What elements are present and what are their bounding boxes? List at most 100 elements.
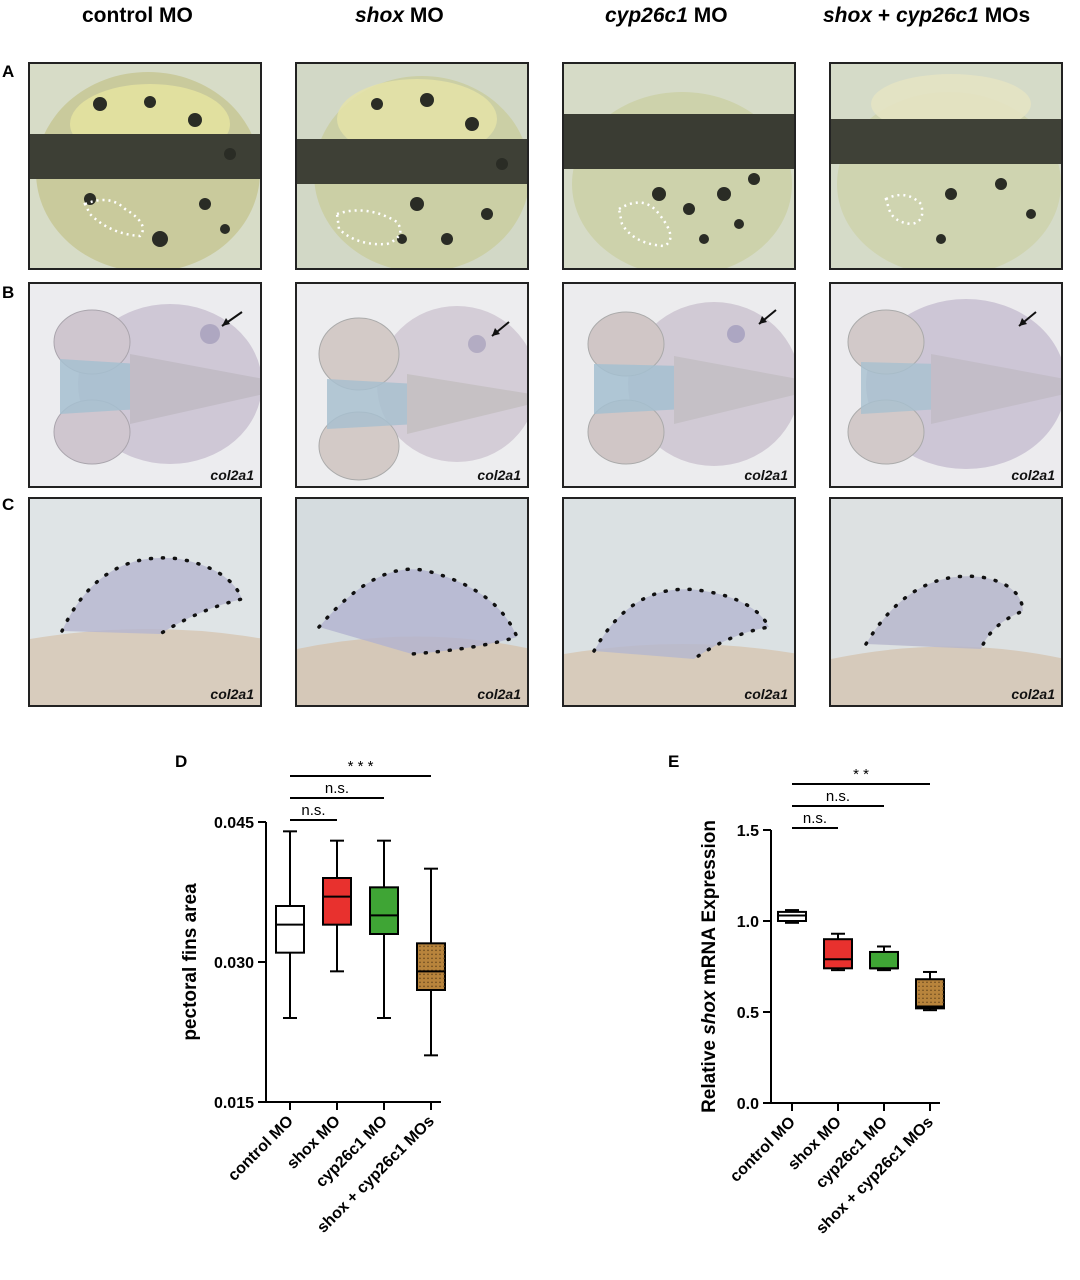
- gene-label: col2a1: [210, 686, 254, 702]
- stipple-dot: [423, 985, 425, 988]
- stipple-dot: [419, 977, 421, 980]
- stipple-dot: [439, 945, 441, 948]
- stipple-dot: [930, 985, 932, 988]
- stipple-dot: [419, 949, 421, 952]
- column-header-shox: shox MO: [355, 4, 444, 27]
- stipple-dot: [431, 957, 433, 960]
- row-label-c: C: [2, 495, 15, 514]
- stipple-dot: [419, 973, 421, 976]
- gene-label: col2a1: [477, 686, 521, 702]
- gene-label: col2a1: [744, 467, 788, 483]
- column-header-combo: shox + cyp26c1 MOs: [823, 4, 1031, 27]
- stipple-dot: [934, 985, 936, 988]
- box-body: [275, 905, 305, 954]
- stipple-dot: [423, 957, 425, 960]
- stipple-dot: [439, 953, 441, 956]
- stipple-dot: [419, 953, 421, 956]
- stipple-dot: [926, 1001, 928, 1004]
- stipple-dot: [918, 985, 920, 988]
- stipple-dot: [423, 973, 425, 976]
- panel-b-shox: col2a1: [295, 282, 529, 488]
- stipple-dot: [423, 953, 425, 956]
- stipple-dot: [443, 961, 445, 964]
- x-tick-label: control MO: [225, 1113, 297, 1185]
- stipple-dot: [435, 965, 437, 968]
- stipple-dot: [938, 1001, 940, 1004]
- stipple-dot: [926, 993, 928, 996]
- stipple-dot: [427, 973, 429, 976]
- panel-c-control: col2a1: [28, 497, 262, 707]
- stipple-dot: [443, 985, 445, 988]
- stipple-dot: [443, 957, 445, 960]
- gene-label: col2a1: [1011, 686, 1055, 702]
- stipple-dot: [439, 981, 441, 984]
- stipple-dot: [431, 961, 433, 964]
- stipple-dot: [922, 1001, 924, 1004]
- stipple-dot: [431, 981, 433, 984]
- panel-b-cyp26c1: col2a1: [562, 282, 796, 488]
- chart-letter-d: D: [175, 752, 188, 771]
- stipple-dot: [918, 981, 920, 984]
- stipple-dot: [427, 981, 429, 984]
- stipple-dot: [431, 965, 433, 968]
- stipple-dot: [938, 989, 940, 992]
- y-tick-label: 1.0: [737, 914, 759, 931]
- x-tick-label: control MO: [727, 1114, 799, 1186]
- stipple-dot: [431, 973, 433, 976]
- row-label-a: A: [2, 62, 15, 81]
- panel-c-combo: col2a1: [829, 497, 1063, 707]
- stipple-dot: [435, 957, 437, 960]
- stipple-dot: [431, 985, 433, 988]
- stipple-dot: [435, 949, 437, 952]
- panel-a-shox: [295, 62, 529, 270]
- stipple-dot: [431, 977, 433, 980]
- y-tick-label: 0.015: [214, 1095, 254, 1112]
- stipple-dot: [423, 977, 425, 980]
- stipple-dot: [918, 993, 920, 996]
- y-tick-label: 0.045: [214, 815, 254, 832]
- stipple-dot: [922, 985, 924, 988]
- y-axis-label: pectoral fins area: [180, 883, 201, 1041]
- stipple-dot: [427, 945, 429, 948]
- stipple-dot: [419, 957, 421, 960]
- panel-a-cyp26c1: [562, 62, 796, 270]
- gene-label: col2a1: [744, 686, 788, 702]
- stipple-dot: [930, 981, 932, 984]
- stipple-dot: [443, 965, 445, 968]
- column-header-control: control MO: [82, 4, 193, 27]
- stipple-dot: [419, 945, 421, 948]
- stipple-dot: [934, 989, 936, 992]
- stipple-dot: [419, 961, 421, 964]
- box-0: [777, 909, 807, 924]
- stipple-dot: [443, 953, 445, 956]
- significance-label: n.s.: [301, 802, 325, 819]
- stipple-dot: [926, 989, 928, 992]
- box-body: [369, 886, 399, 935]
- stipple-dot: [942, 985, 944, 988]
- box-3: [915, 970, 945, 1012]
- stipple-dot: [934, 1001, 936, 1004]
- stipple-dot: [419, 965, 421, 968]
- stipple-dot: [435, 981, 437, 984]
- stipple-dot: [423, 961, 425, 964]
- box-0: [275, 830, 305, 1019]
- y-tick-label: 1.5: [737, 823, 759, 840]
- stipple-dot: [443, 949, 445, 952]
- stipple-dot: [443, 945, 445, 948]
- stipple-dot: [942, 981, 944, 984]
- gene-label: col2a1: [1011, 467, 1055, 483]
- stipple-dot: [431, 953, 433, 956]
- box-body: [869, 950, 899, 970]
- stipple-dot: [439, 949, 441, 952]
- gene-label: col2a1: [210, 467, 254, 483]
- stipple-dot: [439, 973, 441, 976]
- significance-label: n.s.: [803, 810, 827, 827]
- gene-label: col2a1: [477, 467, 521, 483]
- stipple-dot: [443, 977, 445, 980]
- stipple-dot: [427, 977, 429, 980]
- panel-b-control: col2a1: [28, 282, 262, 488]
- stipple-dot: [938, 981, 940, 984]
- stipple-dot: [930, 1001, 932, 1004]
- stipple-dot: [934, 997, 936, 1000]
